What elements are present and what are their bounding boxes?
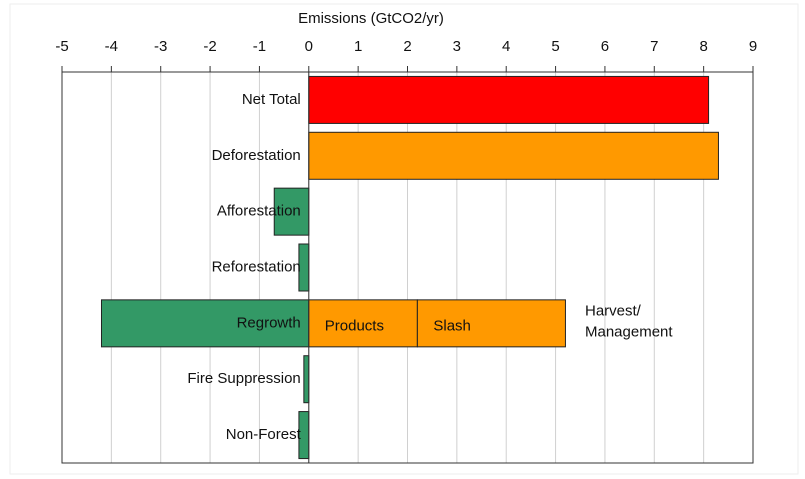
category-label: Afforestation: [217, 203, 301, 220]
segment-label: Products: [325, 317, 384, 334]
outer-frame: [9, 3, 799, 475]
x-tick-label: 0: [305, 38, 313, 55]
x-tick-label: -1: [253, 38, 266, 55]
bar: [303, 355, 310, 404]
x-tick-label: 5: [551, 38, 559, 55]
category-label: Reforestation: [212, 258, 301, 275]
x-tick-label: 7: [650, 38, 658, 55]
x-tick-label: -2: [203, 38, 216, 55]
segment-label: Slash: [433, 317, 471, 334]
bar: [308, 299, 418, 348]
annotation: Harvest/: [585, 302, 642, 319]
bar: [308, 131, 719, 180]
bar: [416, 299, 566, 348]
x-tick-label: 8: [699, 38, 707, 55]
x-tick-label: 2: [403, 38, 411, 55]
x-tick-label: 9: [749, 38, 757, 55]
x-axis-title: Emissions (GtCO2/yr): [298, 10, 444, 27]
category-label: Net Total: [242, 91, 301, 108]
x-tick-label: -4: [105, 38, 118, 55]
plot-frame: [61, 71, 754, 464]
annotation: Management: [585, 323, 673, 340]
x-tick-label: 3: [453, 38, 461, 55]
x-tick-label: 1: [354, 38, 362, 55]
x-tick-label: -3: [154, 38, 167, 55]
category-label: Fire Suppression: [187, 370, 300, 387]
bar: [308, 75, 710, 124]
x-tick-label: 4: [502, 38, 510, 55]
x-tick-label: 6: [601, 38, 609, 55]
category-label: Regrowth: [237, 314, 301, 331]
category-label: Deforestation: [212, 147, 301, 164]
x-tick-label: -5: [55, 38, 68, 55]
bar: [100, 299, 310, 348]
category-label: Non-Forest: [226, 426, 302, 443]
